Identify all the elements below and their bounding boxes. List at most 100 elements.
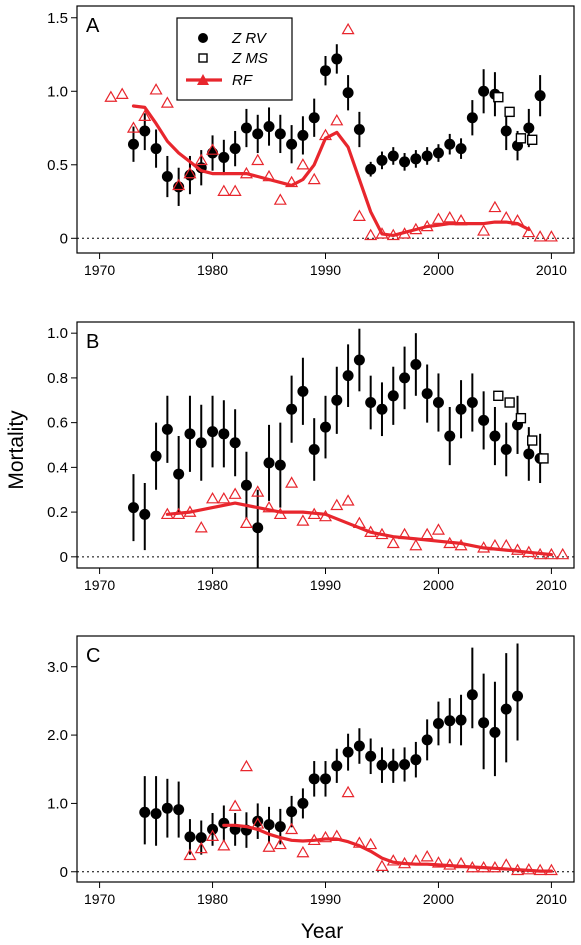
rv-point [240,479,252,491]
rf-point [341,22,355,35]
rf-point [386,536,400,549]
rf-point [251,153,265,166]
rf-point [318,830,333,843]
rf-point [443,211,457,223]
legend-label: Z MS [231,50,268,67]
rf-point [544,230,558,242]
rv-point [489,430,501,442]
y-tick-label: 0.5 [47,157,68,174]
x-tick-label: 1980 [197,577,228,593]
panel-label: C [86,645,100,667]
x-tick-label: 2010 [536,262,567,278]
rv-point [229,437,241,449]
rv-point [376,403,388,415]
rf-point [431,523,445,535]
rv-point [207,147,219,159]
x-tick-label: 2000 [423,891,454,907]
rv-point [320,421,331,433]
rv-point [207,426,219,438]
rv-point [478,414,490,426]
legend: Z RV Z MS RF [176,17,293,101]
rf-point [239,516,253,528]
panel-c: 1970 1980 1990 2000 2010 0 1.0 2.0 3.0 C [47,635,575,907]
rv-point [421,734,433,746]
panel-label: A [86,15,100,37]
y-tick-label: 2.0 [47,727,68,744]
legend-rf-marker [197,74,209,85]
rf-point [285,822,299,835]
y-tick-label: 0.8 [47,370,68,387]
rv-point [376,154,388,166]
rf-point [364,837,378,850]
rf-point [149,83,163,95]
rv-point [161,802,173,814]
rf-trend-line [131,104,531,237]
rf-point [104,90,118,102]
x-tick-label: 2010 [536,577,567,593]
rv-point [421,150,433,162]
ms-point [493,390,504,401]
rf-trend-line [165,501,553,557]
y-tick-label: 1.0 [47,325,68,342]
rf-point [499,211,513,223]
rf-point [262,840,276,852]
rv-point [240,122,252,134]
rv-point [286,138,298,150]
rv-point [410,358,422,370]
rv-point [523,122,535,134]
rf-point [228,799,242,811]
rf-point [183,166,197,179]
rf-point [206,829,220,841]
y-tick-label: 0 [60,864,68,881]
rv-point [523,448,535,460]
rf-point [341,785,355,798]
rf-point [352,209,366,221]
rf-point [273,837,287,850]
rv-point [139,806,151,818]
rf-point [228,487,242,499]
rv-point [150,450,162,462]
legend-label: RF [232,72,253,89]
x-tick-label: 1980 [197,891,228,907]
rf-point [488,200,502,213]
ms-point [538,453,549,464]
rv-point [455,143,467,155]
rv-point [455,714,467,726]
rf-point [296,158,310,170]
rf-point [115,87,129,99]
rv-point [512,690,524,702]
rf-point [330,113,344,126]
rf-point [183,848,197,861]
rv-point [500,125,512,137]
rv-point [387,390,399,402]
rf-point [194,841,208,854]
rf-point [431,856,445,868]
y-tick-label: 0 [60,230,68,247]
rv-point [161,423,173,435]
y-tick-label: 0.4 [47,459,68,476]
rf-point [206,491,220,504]
x-tick-label: 1970 [84,262,115,278]
rv-point [286,806,298,818]
rf-point [330,498,344,511]
rv-point [320,773,331,785]
rv-point [331,760,343,772]
rf-point [262,500,276,513]
rv-point [342,370,354,382]
x-tick-label: 1990 [310,577,341,593]
rv-point [195,437,207,449]
rv-point [432,397,444,409]
rv-point [478,85,490,97]
rf-point [375,859,389,872]
rv-point [466,689,478,701]
rf-point [239,759,253,772]
rf-point [409,538,423,551]
rv-point [139,125,151,137]
y-tick-label: 3.0 [47,659,68,676]
ms-point [504,106,515,118]
plot-frame [76,635,575,883]
y-tick-label: 0.2 [47,504,68,521]
ms-point [515,412,527,424]
rv-point [252,522,264,534]
